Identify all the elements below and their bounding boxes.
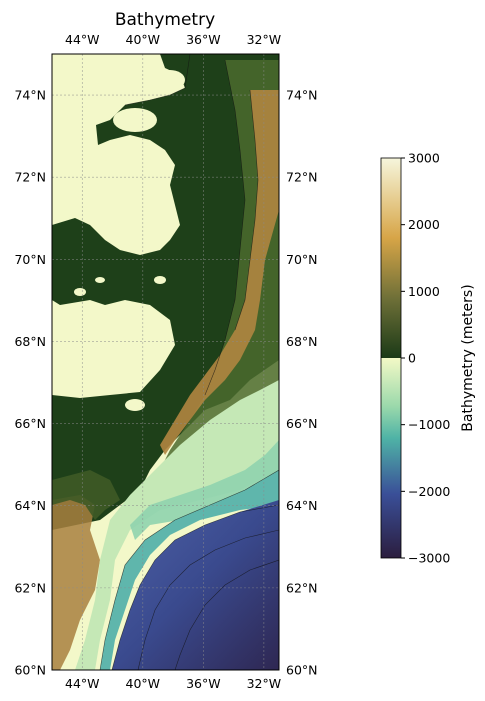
shelf-water xyxy=(52,380,279,670)
map-frame xyxy=(51,53,280,671)
lat-tick-label-left: 70°N xyxy=(14,252,46,267)
lat-tick-label-right: 68°N xyxy=(286,334,318,349)
lat-tick-label-right: 66°N xyxy=(286,416,318,431)
lat-tick-label-right: 62°N xyxy=(286,580,318,595)
deep-water xyxy=(112,500,279,670)
lat-tick-label-right: 64°N xyxy=(286,498,318,513)
lat-tick-label-left: 66°N xyxy=(14,416,46,431)
lat-tick-label-right: 72°N xyxy=(286,170,318,185)
lon-tick-label-top: 32°W xyxy=(247,32,282,47)
lon-tick-label-bottom: 44°W xyxy=(65,676,100,691)
colorbar-tick-label: −1000 xyxy=(408,417,450,432)
colorbar-tick-label: −2000 xyxy=(408,484,450,499)
lat-tick-label-right: 70°N xyxy=(286,252,318,267)
land-olive-south xyxy=(52,470,120,520)
lon-tick-label-top: 40°W xyxy=(126,32,161,47)
lon-tick-label-bottom: 32°W xyxy=(247,676,282,691)
lat-tick-label-left: 60°N xyxy=(14,663,46,678)
map-panel xyxy=(52,54,279,670)
land-high xyxy=(160,90,279,455)
colorbar-label: Bathymetry (meters) xyxy=(460,284,476,431)
lon-tick-label-top: 36°W xyxy=(186,32,221,47)
lat-tick-label-left: 74°N xyxy=(14,88,46,103)
shelf-water-mid xyxy=(130,440,279,540)
colorbar-tick-label: −3000 xyxy=(408,551,450,566)
colorbar: 3000 2000 1000 0 −1000 −2000 −3000 Bathymetry … xyxy=(380,151,476,566)
lat-tick-label-left: 72°N xyxy=(14,170,46,185)
colorbar-tick-label: 2000 xyxy=(408,217,440,232)
ice-patches xyxy=(58,70,185,411)
lon-ticks-bottom: 44°W 40°W 36°W 32°W xyxy=(65,676,281,691)
lat-tick-label-right: 60°N xyxy=(286,663,318,678)
land-high-south xyxy=(52,495,100,670)
depth-contours xyxy=(99,54,279,670)
land-north xyxy=(52,54,279,530)
lat-ticks-left: 60°N 62°N 64°N 66°N 68°N 70°N 72°N 74°N xyxy=(14,88,46,678)
lat-tick-label-left: 64°N xyxy=(14,498,46,513)
colorbar-ticks: 3000 2000 1000 0 −1000 −2000 −3000 xyxy=(401,151,450,566)
lat-ticks-right: 60°N 62°N 64°N 66°N 68°N 70°N 72°N 74°N xyxy=(286,88,318,678)
lon-tick-label-top: 44°W xyxy=(65,32,100,47)
gridlines xyxy=(52,54,279,670)
land-olive xyxy=(160,60,279,470)
colorbar-tick-label: 0 xyxy=(408,351,416,366)
colorbar-tick-label: 1000 xyxy=(408,284,440,299)
lon-tick-label-bottom: 40°W xyxy=(126,676,161,691)
colorbar-scale xyxy=(380,157,402,559)
lat-tick-label-left: 68°N xyxy=(14,334,46,349)
lon-tick-label-bottom: 36°W xyxy=(186,676,221,691)
map-title: Bathymetry xyxy=(115,10,215,30)
mid-water xyxy=(100,470,279,670)
lat-tick-label-left: 62°N xyxy=(14,580,46,595)
lat-tick-label-right: 74°N xyxy=(286,88,318,103)
colorbar-tick-label: 3000 xyxy=(408,151,440,166)
lon-ticks-top: 44°W 40°W 36°W 32°W xyxy=(65,32,281,47)
